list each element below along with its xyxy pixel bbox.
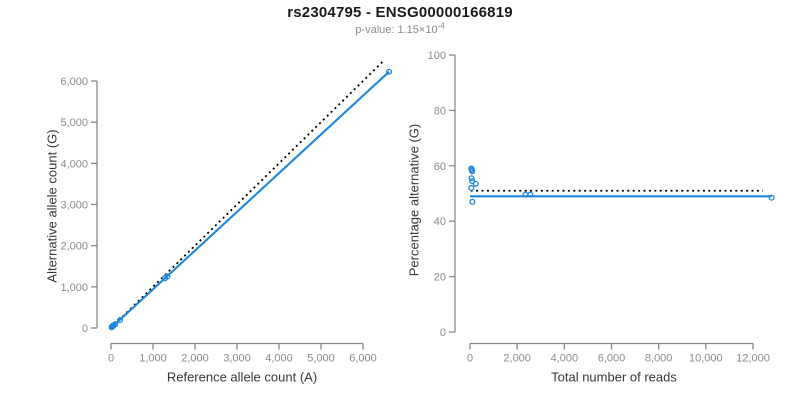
- y-tick-label: 100: [428, 50, 446, 62]
- chart-title: rs2304795 - ENSG00000166819: [287, 4, 513, 21]
- y-tick-label: 60: [434, 161, 446, 173]
- x-tick-label: 1,000: [139, 353, 167, 365]
- x-tick-label: 4,000: [265, 353, 293, 365]
- right-x-axis-label: Total number of reads: [551, 369, 677, 385]
- y-tick-label: 6,000: [60, 76, 88, 88]
- y-tick-label: 0: [440, 327, 446, 339]
- pvalue-exponent: -4: [437, 21, 445, 31]
- fit-line: [110, 70, 390, 329]
- x-tick-label: 10,000: [689, 353, 723, 365]
- data-point: [468, 175, 475, 182]
- y-tick-label: 20: [434, 272, 446, 284]
- x-tick-label: 8,000: [645, 353, 673, 365]
- y-tick-label: 4,000: [60, 158, 88, 170]
- y-tick-label: 1,000: [60, 282, 88, 294]
- y-tick-label: 3,000: [60, 200, 88, 212]
- y-tick-label: 40: [434, 216, 446, 228]
- y-tick-label: 80: [434, 105, 446, 117]
- x-tick-label: 0: [467, 353, 473, 365]
- x-tick-label: 5,000: [307, 353, 335, 365]
- y-tick-label: 2,000: [60, 241, 88, 253]
- data-point: [527, 191, 534, 198]
- data-point: [468, 184, 475, 192]
- data-point: [469, 198, 476, 205]
- y-tick-label: 5,000: [60, 117, 88, 129]
- data-point: [472, 180, 479, 187]
- x-tick-label: 12,000: [736, 353, 770, 365]
- y-tick-label: 0: [82, 323, 88, 335]
- right-y-axis-label: Percentage alternative (G): [406, 123, 422, 277]
- data-point: [112, 321, 119, 328]
- left-x-axis-label: Reference allele count (A): [166, 369, 318, 385]
- x-tick-label: 0: [108, 353, 114, 365]
- chart-subtitle: p-value: 1.15×10-4: [0, 21, 800, 36]
- x-tick-label: 2,000: [181, 353, 209, 365]
- x-tick-label: 3,000: [223, 353, 251, 365]
- identity-line: [110, 59, 385, 329]
- data-point: [385, 68, 393, 75]
- x-tick-label: 2,000: [503, 353, 531, 365]
- data-point: [768, 194, 775, 201]
- x-tick-label: 4,000: [551, 353, 579, 365]
- pvalue-mantissa: 1.15×10: [397, 24, 438, 36]
- data-point: [116, 317, 124, 324]
- x-tick-label: 6,000: [349, 353, 377, 365]
- left-y-axis-label: Alternative allele count (G): [44, 129, 60, 283]
- pvalue-prefix: p-value:: [355, 24, 398, 36]
- data-point: [164, 273, 171, 280]
- data-point: [469, 168, 476, 175]
- x-tick-label: 6,000: [598, 353, 626, 365]
